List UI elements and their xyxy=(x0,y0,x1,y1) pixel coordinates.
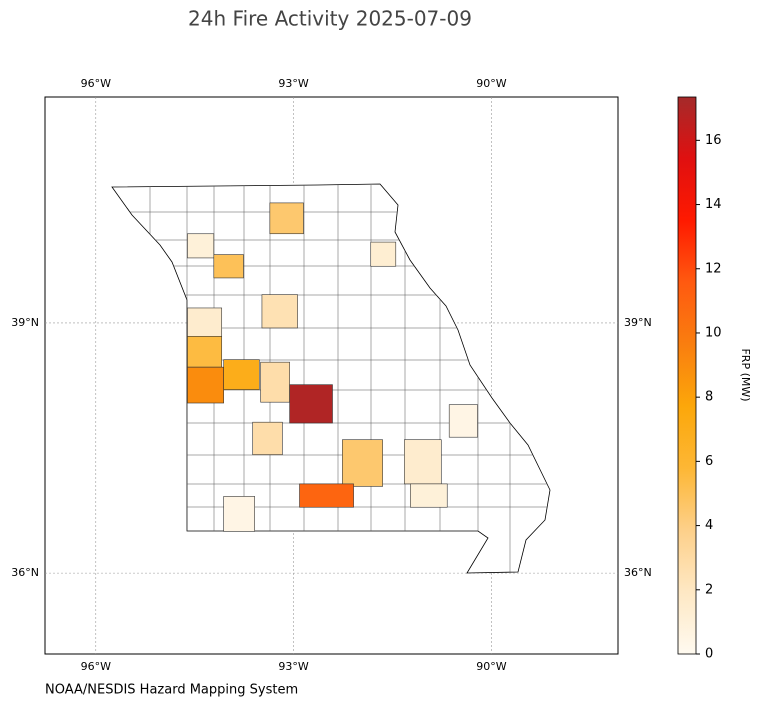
y-tick-label: 39°N xyxy=(624,316,652,329)
colorbar-tick-label: 4 xyxy=(705,518,713,533)
x-tick-label: 93°W xyxy=(278,660,308,673)
fire-county xyxy=(187,366,224,404)
colorbar-tick-label: 12 xyxy=(705,261,722,276)
fire-county xyxy=(370,241,397,267)
fire-county xyxy=(299,483,354,508)
x-tick-label: 96°W xyxy=(81,77,111,90)
fire-county xyxy=(342,439,383,487)
fire-county xyxy=(223,496,255,532)
fire-county xyxy=(260,361,290,403)
colorbar-tick-label: 0 xyxy=(705,647,713,662)
colorbar-tick-label: 10 xyxy=(705,325,722,340)
fire-county xyxy=(409,483,448,508)
x-tick-label: 96°W xyxy=(81,660,111,673)
colorbar-tick-label: 6 xyxy=(705,454,713,469)
x-tick-label: 90°W xyxy=(476,77,506,90)
y-tick-label: 36°N xyxy=(624,566,652,579)
fire-county xyxy=(289,384,333,424)
colorbar-tick-label: 14 xyxy=(705,197,722,212)
fire-county xyxy=(187,336,223,368)
x-tick-label: 90°W xyxy=(476,660,506,673)
chart-title: 24h Fire Activity 2025-07-09 xyxy=(188,7,472,31)
fire-county xyxy=(187,233,215,259)
fire-county xyxy=(448,404,478,438)
colorbar-label: FRP (MW) xyxy=(739,348,752,401)
y-tick-label: 36°N xyxy=(11,566,39,579)
fire-county xyxy=(223,359,260,390)
credit: NOAA/NESDIS Hazard Mapping System xyxy=(45,683,298,698)
fire-county xyxy=(404,439,442,485)
colorbar-tick-label: 8 xyxy=(705,390,713,405)
colorbar-tick-label: 16 xyxy=(705,133,722,148)
fire-county xyxy=(261,294,298,329)
fire-county xyxy=(252,421,283,456)
fire-county xyxy=(269,202,304,235)
x-tick-label: 93°W xyxy=(278,77,308,90)
fire-county xyxy=(187,307,223,337)
colorbar xyxy=(677,96,697,655)
colorbar-tick-label: 2 xyxy=(705,582,713,597)
fire-county xyxy=(213,254,244,279)
y-tick-label: 39°N xyxy=(11,316,39,329)
